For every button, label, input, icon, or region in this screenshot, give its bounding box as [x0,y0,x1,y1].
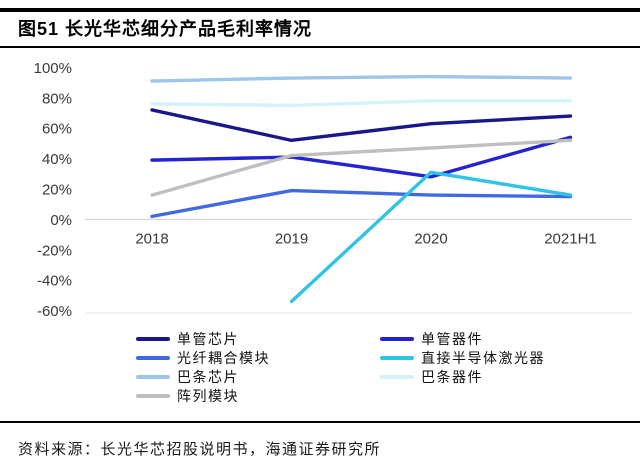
y-axis-label: -40% [37,273,72,290]
legend-label: 巴条器件 [421,371,483,386]
y-axis-label: -60% [37,303,72,320]
legend-label: 光纤耦合模块 [177,352,270,367]
x-axis-label: 2020 [414,230,447,247]
legend-swatch [136,375,170,379]
legend-item: 单管芯片 [136,331,380,348]
series-line [150,74,573,83]
legend-swatch [380,356,414,360]
legend-item: 直接半导体激光器 [380,350,545,367]
legend-label: 巴条芯片 [177,371,239,386]
legend-label: 单管器件 [421,333,483,348]
legend-item: 巴条器件 [380,369,545,386]
series-line [289,170,573,304]
series-line [150,188,573,219]
top-divider [0,8,640,12]
series-line [150,108,573,143]
legend-swatch [136,394,170,398]
y-axis-label: 60% [42,121,72,138]
series-line [150,138,573,197]
legend-item: 单管器件 [380,331,545,348]
legend-swatch [136,337,170,341]
legend-swatch [136,356,170,360]
x-axis-label: 2021H1 [544,230,597,247]
y-axis-label: 100% [34,60,72,77]
x-axis-label: 2019 [275,230,308,247]
legend-label: 直接半导体激光器 [421,352,545,367]
legend-item: 光纤耦合模块 [136,350,380,367]
figure-title: 图51 长光华芯细分产品毛利率情况 [18,19,313,39]
legend-item: 阵列模块 [136,388,380,405]
gross-margin-line-chart: 100% 80% 60% 40% 20% 0% -20% -40% -60% 2018 2019 20… [34,60,632,320]
y-axis-label: 0% [50,212,72,229]
x-axis-label: 2018 [135,230,168,247]
series-line [150,135,573,179]
y-axis-label: 20% [42,182,72,199]
series-line [150,99,573,108]
title-divider [0,46,640,48]
legend-label: 阵列模块 [177,390,239,405]
bottom-divider [0,421,640,423]
source-note: 资料来源：长光华芯招股说明书，海通证券研究所 [18,442,382,458]
legend-label: 单管芯片 [177,333,239,348]
y-axis-label: 80% [42,90,72,107]
y-axis-label: 40% [42,151,72,168]
chart-legend: 单管芯片 单管器件光纤耦合模块 直接半导体激光器巴条芯片 巴条器件阵列模块 [136,331,545,405]
legend-item: 巴条芯片 [136,369,380,386]
legend-swatch [380,375,414,379]
y-axis-label: -20% [37,242,72,259]
legend-swatch [380,337,414,341]
